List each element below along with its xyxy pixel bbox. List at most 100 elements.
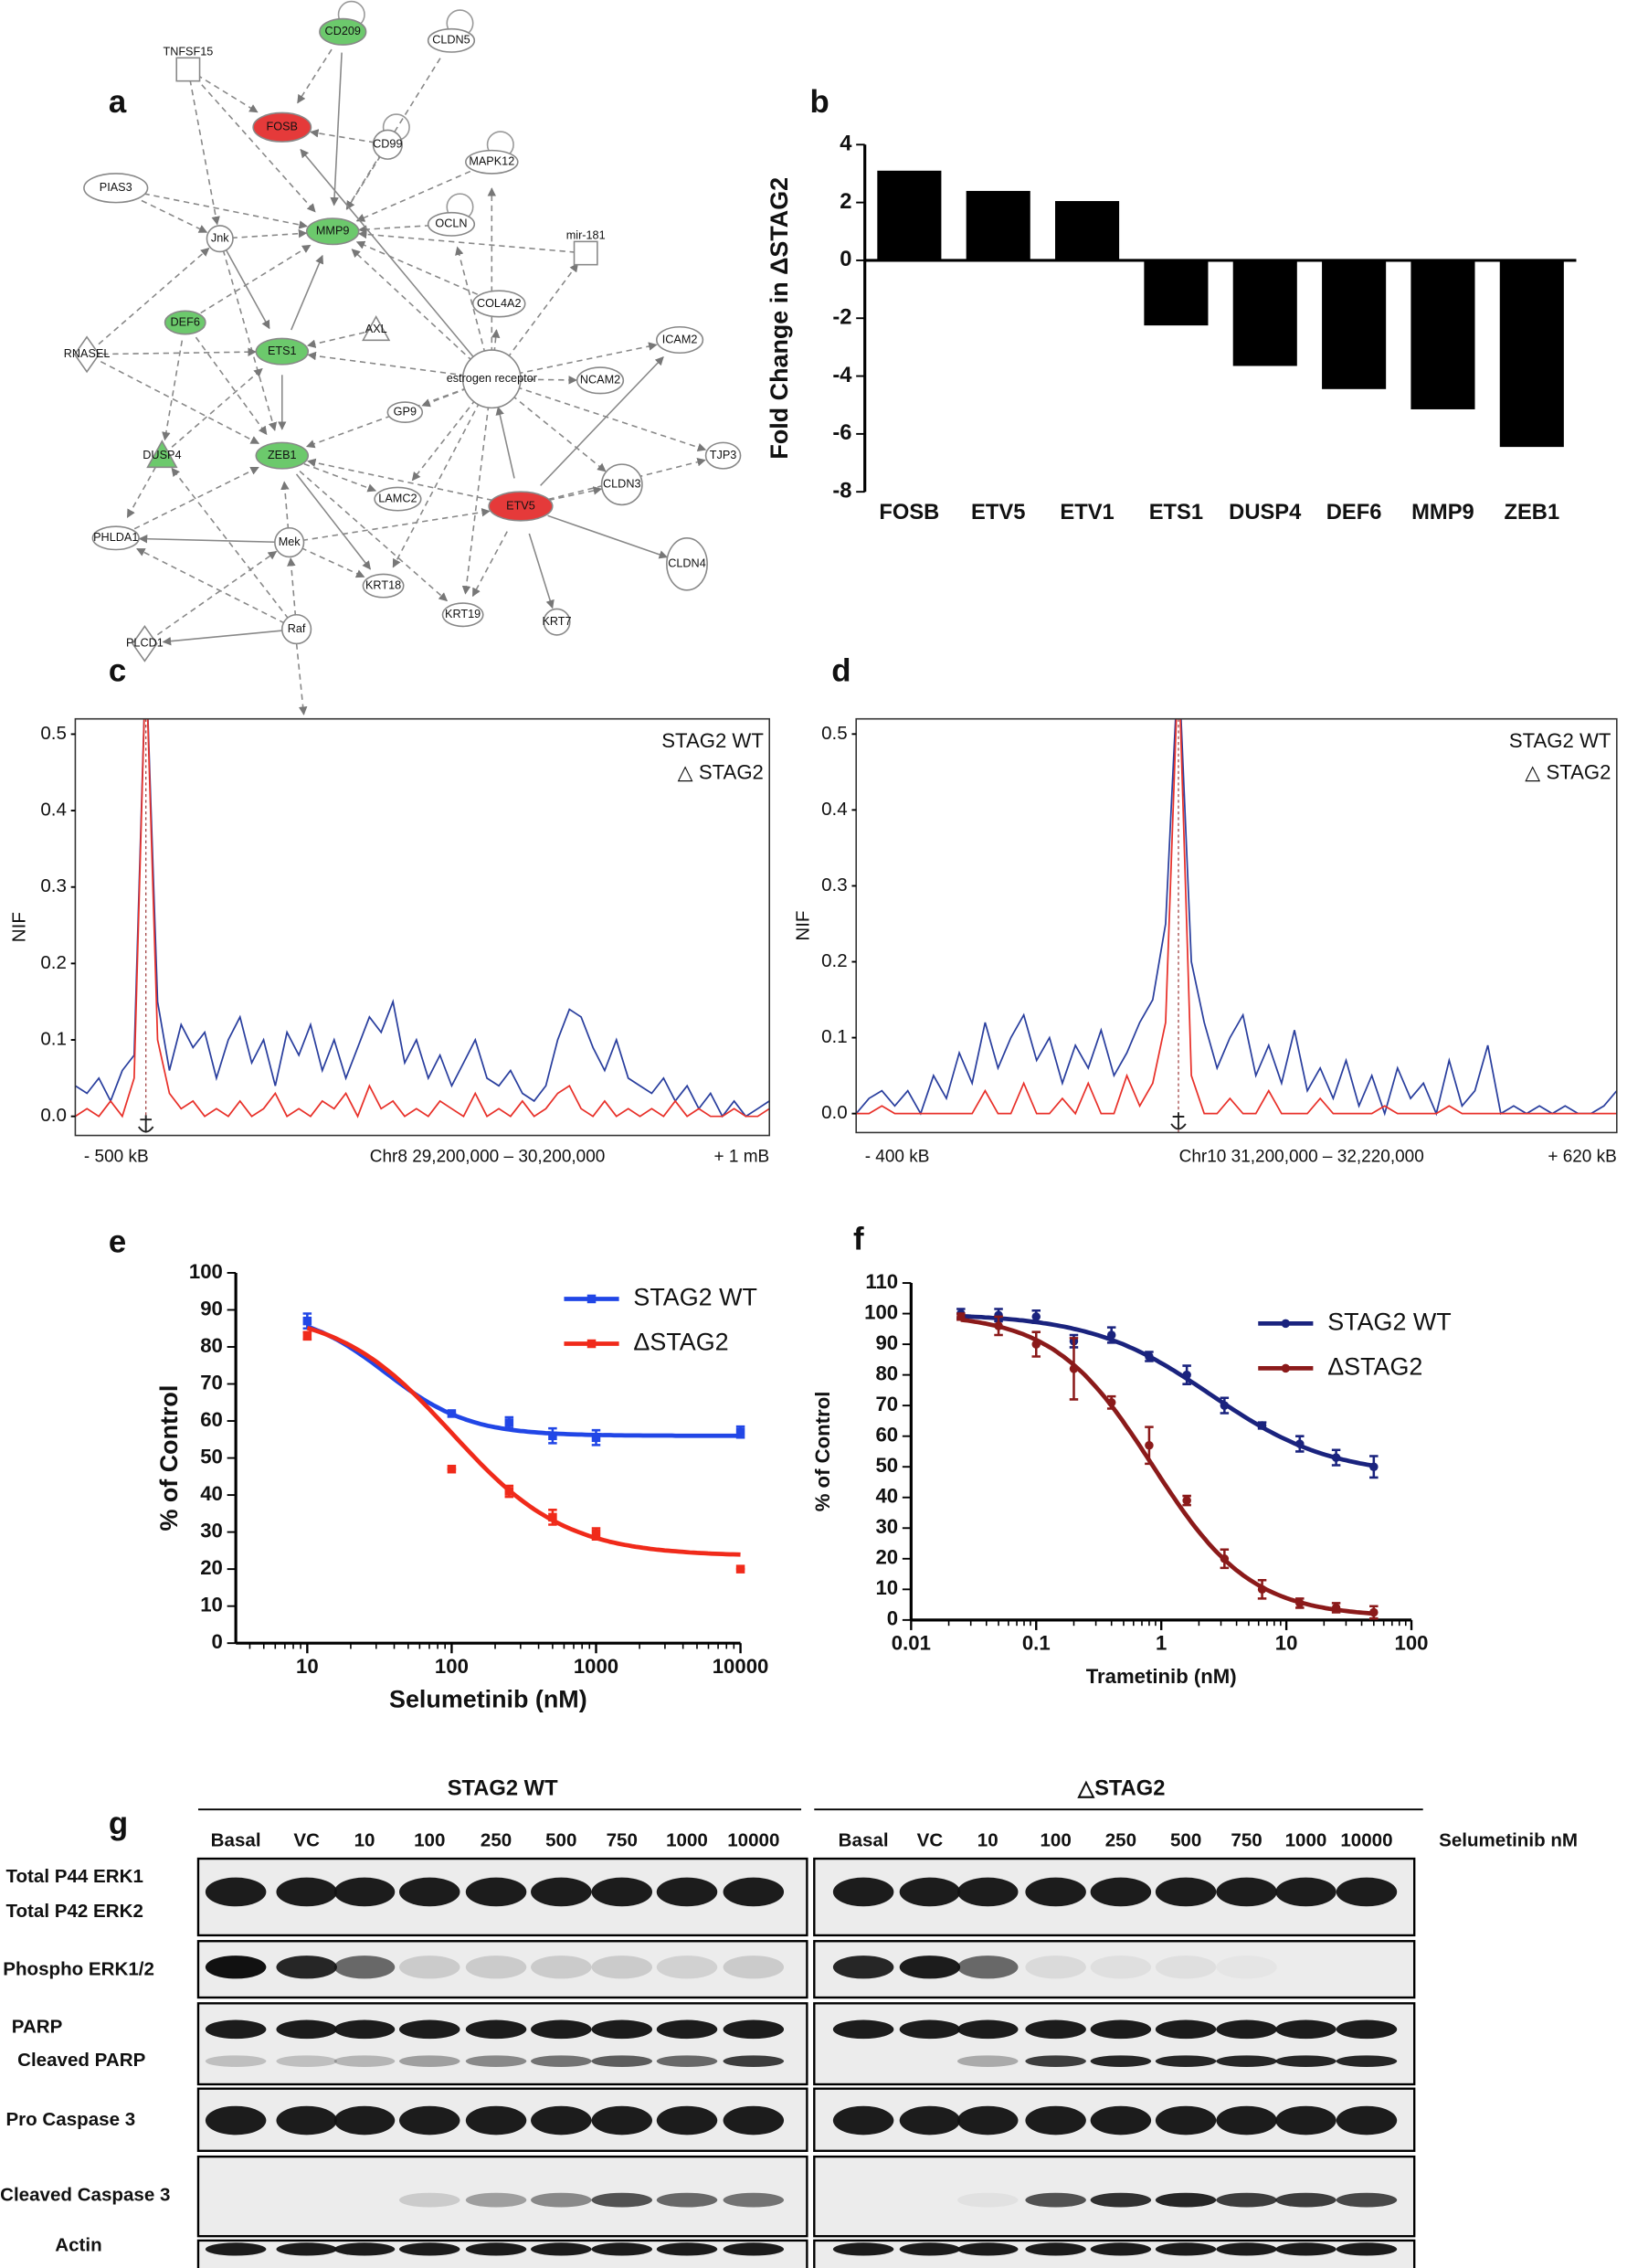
network-node	[465, 149, 519, 175]
blot-band	[1216, 2055, 1277, 2067]
lane-label: 100	[1040, 1829, 1071, 1850]
data-point	[447, 1409, 457, 1418]
data-point	[1220, 1554, 1230, 1563]
treatment-label: Selumetinib nM	[1439, 1829, 1578, 1850]
network-node	[488, 491, 554, 522]
y-tick-label: 0	[887, 1607, 898, 1630]
row-label: Cleaved PARP	[17, 2050, 145, 2071]
blot-band	[956, 1877, 1019, 1907]
y-tick-label: -4	[832, 364, 852, 387]
legend-entry: STAG2 WT	[1327, 1308, 1451, 1335]
x-tick-label: 100	[435, 1655, 469, 1678]
x-axis-title: Trametinib (nM)	[1086, 1665, 1237, 1688]
bar	[1144, 260, 1209, 326]
network-edge	[295, 643, 308, 715]
network-edge	[392, 401, 481, 568]
profile-line	[856, 718, 1617, 1117]
blot-band	[531, 2105, 592, 2136]
y-tick-label: 30	[875, 1515, 898, 1538]
row-label: Pro Caspase 3	[5, 2109, 135, 2130]
network-node	[461, 349, 522, 409]
blot-band	[1275, 2105, 1336, 2136]
network-edge	[295, 473, 372, 570]
blot-band	[591, 2055, 653, 2067]
blot-band	[531, 2019, 592, 2040]
blot-band	[956, 2105, 1019, 2136]
blot-band	[333, 2055, 396, 2067]
network-node	[374, 486, 422, 512]
x-tick-label: 1	[1156, 1632, 1167, 1655]
blot-band	[276, 1877, 337, 1907]
row-label: Phospho ERK1/2	[3, 1958, 154, 1979]
x-tick-label: MMP9	[1411, 501, 1474, 525]
blot-band	[465, 2192, 527, 2208]
blot-band	[723, 2019, 785, 2040]
x-tick-label: DEF6	[1326, 501, 1382, 525]
x-tick-label: ETV1	[1060, 501, 1114, 525]
panel-label: f	[853, 1221, 864, 1256]
blot-band	[899, 1955, 961, 1979]
y-tick-label: 110	[865, 1270, 898, 1293]
blot-box	[196, 2002, 808, 2086]
blot-band	[1275, 1877, 1336, 1907]
panel-label: b	[810, 84, 829, 120]
blot-band	[205, 1877, 267, 1907]
lane-label: 100	[414, 1829, 445, 1850]
blot-band	[276, 2019, 337, 2040]
y-tick-label: 0	[212, 1630, 223, 1653]
lane-label: 250	[481, 1829, 512, 1850]
node-label: KRT7	[542, 615, 571, 628]
network-node	[274, 526, 305, 558]
blot-band	[1216, 2019, 1277, 2040]
network-node	[543, 608, 571, 636]
x-tick-label: 0.1	[1022, 1632, 1051, 1655]
y-tick-label: 90	[875, 1331, 898, 1354]
node-label: PHLDA1	[93, 531, 138, 544]
node-label: TNFSF15	[163, 45, 213, 58]
lane-label: 500	[545, 1829, 576, 1850]
fit-curve	[960, 1313, 1375, 1468]
network-node	[73, 335, 100, 374]
y-tick-label: 40	[875, 1485, 898, 1508]
network-node	[704, 441, 742, 470]
blot-band	[398, 2192, 460, 2208]
bar	[1499, 260, 1564, 448]
data-point	[1369, 1607, 1379, 1617]
legend-entry: ΔSTAG2	[1327, 1353, 1422, 1381]
blot-band	[832, 2105, 894, 2136]
data-point	[302, 1316, 312, 1326]
data-point	[1182, 1496, 1191, 1505]
blot-band	[276, 2055, 337, 2067]
blot-band	[398, 2019, 460, 2040]
blot-band	[531, 1877, 592, 1907]
panel-label: a	[109, 84, 127, 120]
network-edge	[102, 347, 257, 356]
blot-band	[1025, 1877, 1086, 1907]
legend-entry: STAG2 WT	[633, 1284, 756, 1311]
network-node	[372, 129, 403, 160]
network-node	[164, 310, 206, 335]
plot	[856, 718, 1617, 1133]
network-edge	[305, 387, 468, 449]
blot-band	[1025, 2192, 1086, 2208]
y-tick-label: 0.5	[821, 723, 848, 744]
node-label: CD99	[373, 138, 402, 151]
network-edge	[455, 246, 486, 355]
network-edge	[357, 229, 576, 253]
blot-band	[333, 2019, 396, 2040]
network-edge	[471, 531, 508, 598]
network-edge	[291, 254, 324, 331]
network-edge	[136, 547, 286, 624]
blot-band	[465, 2105, 527, 2136]
network-node	[362, 315, 391, 342]
network-node	[573, 240, 598, 266]
node-label: KRT19	[445, 608, 481, 620]
blot-band	[1216, 2192, 1277, 2208]
blot-box	[813, 2002, 1416, 2086]
network-edge	[511, 395, 607, 472]
y-tick-label: 10	[875, 1576, 898, 1599]
network-node	[600, 463, 643, 506]
blot-band	[1336, 2242, 1398, 2256]
blot-band	[1275, 2192, 1336, 2208]
y-axis-title: % of Control	[155, 1385, 183, 1531]
